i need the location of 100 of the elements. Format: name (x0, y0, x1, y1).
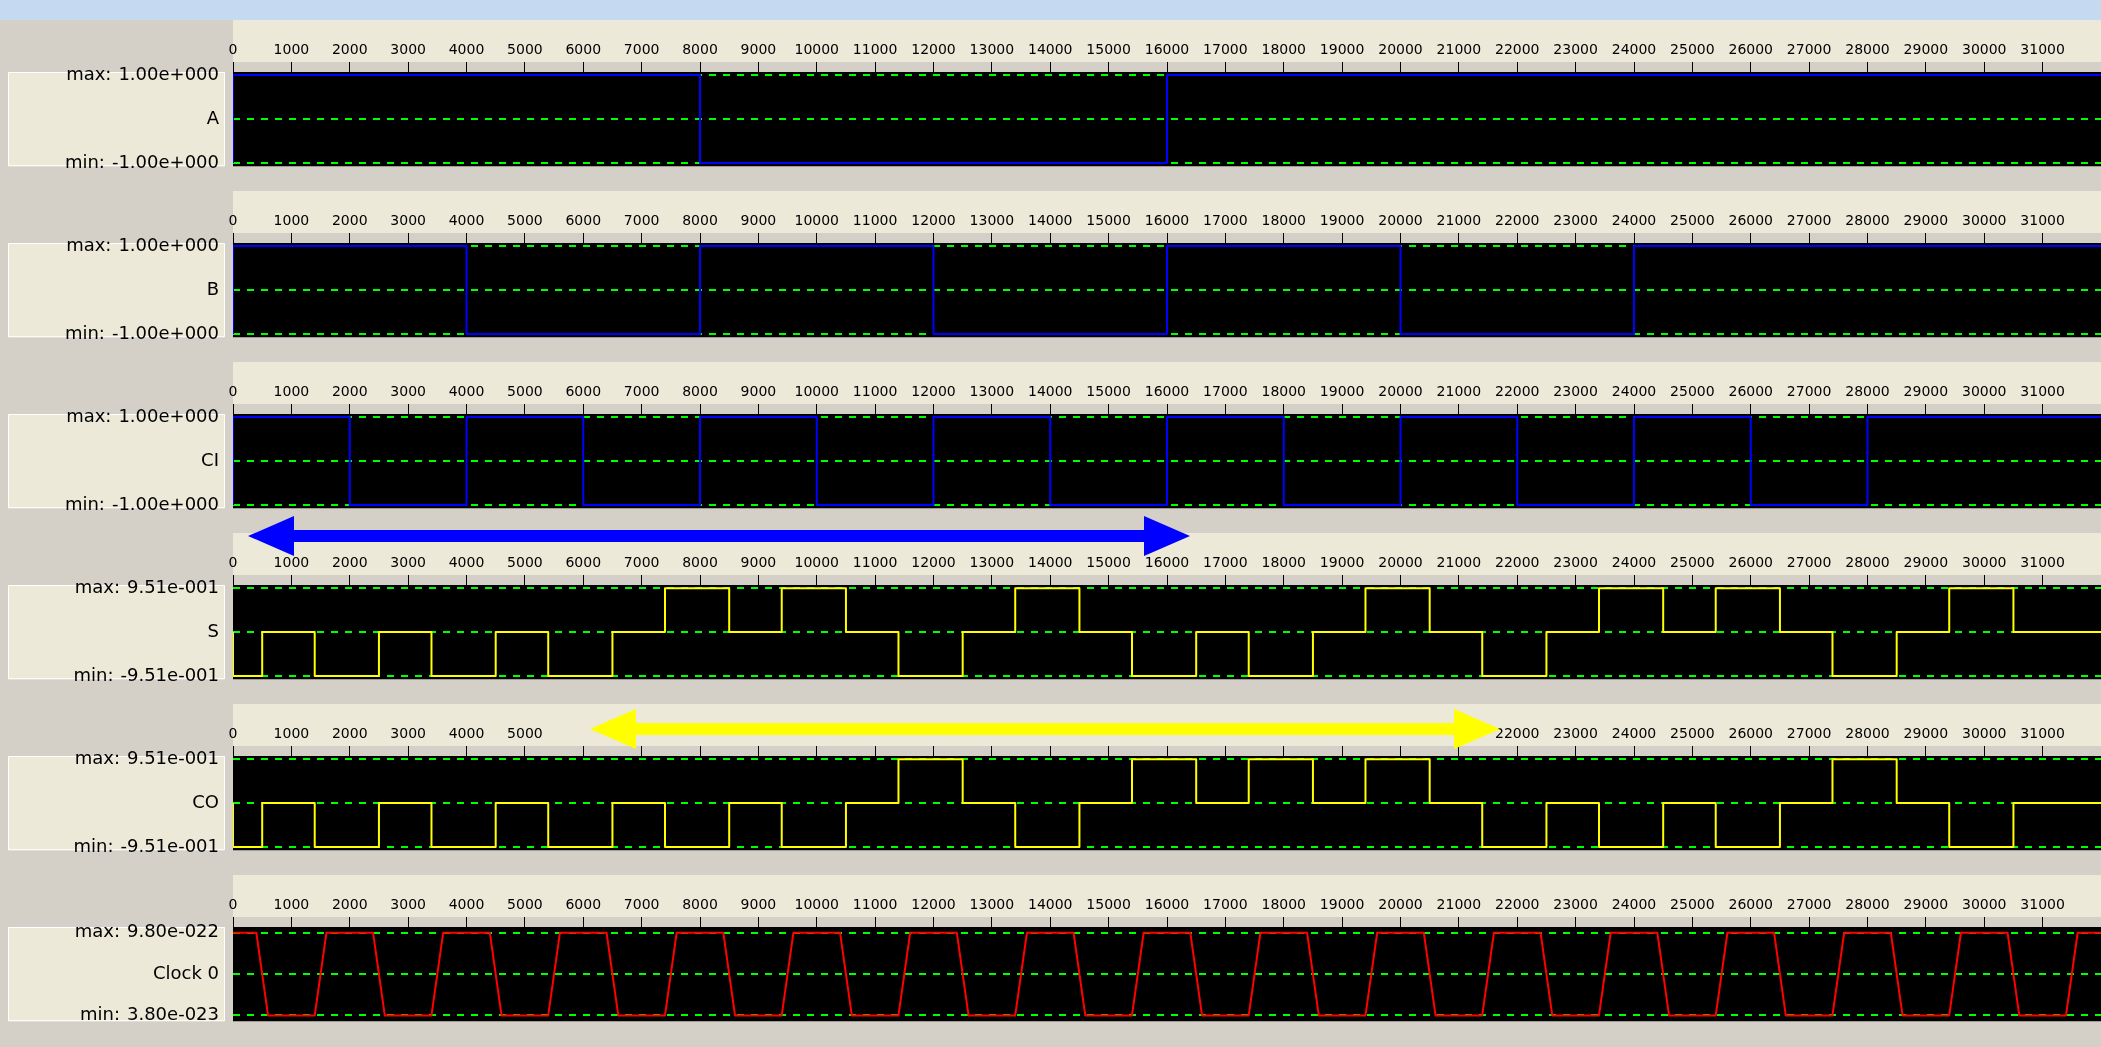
x-tick-label: 11000 (852, 896, 898, 913)
x-tick-label: 27000 (1786, 554, 1832, 571)
x-tick-label: 30000 (1961, 383, 2007, 400)
x-tick-label: 28000 (1845, 383, 1890, 400)
x-tick-label: 26000 (1728, 383, 1774, 400)
x-tick-label: 22000 (1494, 554, 1540, 571)
x-tick-label: 3000 (390, 896, 426, 913)
x-tick-label: 26000 (1728, 725, 1774, 742)
x-tick-label: 24000 (1611, 383, 1657, 400)
x-tick-label: 4000 (448, 725, 485, 742)
x-tick-label: 1000 (273, 41, 310, 58)
y-axis-title: CI (201, 448, 219, 470)
x-tick-label: 16000 (1144, 554, 1190, 571)
x-tick-label: 31000 (2020, 554, 2065, 571)
x-tick-label: 26000 (1728, 212, 1774, 229)
x-tick-label: 25000 (1670, 554, 1715, 571)
x-tick-label: 4000 (448, 896, 485, 913)
x-tick-label: 14000 (1027, 896, 1073, 913)
y-tick-label: 9.51e-001 (126, 575, 219, 597)
x-tick-label: 17000 (1203, 554, 1248, 571)
x-tick-label: 19000 (1319, 41, 1365, 58)
x-tick-label: 29000 (1903, 554, 1949, 571)
x-tick-label: 12000 (911, 41, 956, 58)
x-tick-label: 4000 (448, 383, 485, 400)
y-tick-label: 1.00e+000 (118, 233, 219, 255)
x-tick-label: 27000 (1786, 725, 1832, 742)
x-tick-label: 3000 (390, 383, 426, 400)
x-tick-label: 14000 (1027, 383, 1073, 400)
x-tick-label: 0 (228, 212, 238, 229)
x-tick-label: 28000 (1845, 725, 1890, 742)
y-tick-label: 9.51e-001 (126, 746, 219, 768)
x-tick-label: 27000 (1786, 212, 1832, 229)
x-tick-label: 14000 (1027, 554, 1073, 571)
x-tick-label: 11000 (852, 212, 898, 229)
x-tick-label: 18000 (1261, 554, 1307, 571)
x-tick-label: 9000 (740, 554, 777, 571)
x-tick-label: 1000 (273, 383, 310, 400)
x-tick-label: 5000 (507, 41, 543, 58)
y-tick-label: -1.00e+000 (111, 150, 219, 172)
x-tick-label: 9000 (740, 41, 777, 58)
text: max: (74, 575, 120, 597)
x-tick-label: 2000 (331, 554, 368, 571)
x-tick-label: 28000 (1845, 554, 1890, 571)
x-tick-label: 0 (228, 725, 238, 742)
x-tick-label: 18000 (1261, 41, 1307, 58)
x-tick-label: 31000 (2020, 212, 2065, 229)
x-tick-label: 23000 (1553, 212, 1598, 229)
x-tick-label: 10000 (794, 896, 840, 913)
x-tick-label: 2000 (331, 212, 368, 229)
x-tick-label: 5000 (507, 725, 543, 742)
text: min: (79, 1003, 120, 1025)
x-tick-label: 13000 (969, 383, 1015, 400)
x-tick-label: 16000 (1144, 212, 1190, 229)
x-tick-label: 30000 (1961, 725, 2007, 742)
x-tick-label: 20000 (1378, 212, 1423, 229)
x-tick-label: 8000 (682, 41, 718, 58)
x-tick-label: 27000 (1786, 41, 1832, 58)
x-tick-label: 29000 (1903, 896, 1949, 913)
x-tick-label: 15000 (1086, 212, 1131, 229)
x-tick-label: 22000 (1494, 41, 1540, 58)
text: max: (74, 746, 120, 768)
x-tick-label: 20000 (1378, 896, 1423, 913)
x-tick-label: 23000 (1553, 383, 1598, 400)
x-tick-label: 20000 (1378, 383, 1423, 400)
x-tick-label: 17000 (1203, 383, 1248, 400)
x-tick-label: 7000 (623, 41, 660, 58)
x-tick-label: 15000 (1086, 383, 1131, 400)
y-axis-title: CO (192, 790, 219, 812)
x-tick-label: 27000 (1786, 383, 1832, 400)
x-tick-label: 24000 (1611, 896, 1657, 913)
y-tick-label: -9.51e-001 (120, 663, 219, 685)
x-tick-label: 1000 (273, 725, 310, 742)
y-tick-label: -1.00e+000 (111, 492, 219, 514)
x-tick-label: 31000 (2020, 725, 2065, 742)
text: min: (64, 150, 105, 172)
x-tick-label: 24000 (1611, 554, 1657, 571)
x-tick-label: 21000 (1436, 554, 1482, 571)
x-tick-label: 9000 (740, 212, 777, 229)
text: min: (64, 492, 105, 514)
x-tick-label: 10000 (794, 554, 840, 571)
x-tick-label: 23000 (1553, 896, 1598, 913)
x-tick-label: 15000 (1086, 41, 1131, 58)
x-tick-label: 11000 (852, 554, 898, 571)
x-tick-label: 5000 (507, 896, 543, 913)
x-tick-label: 12000 (911, 212, 956, 229)
x-tick-label: 22000 (1494, 383, 1540, 400)
x-tick-label: 0 (228, 383, 238, 400)
x-tick-label: 30000 (1961, 41, 2007, 58)
x-tick-label: 12000 (911, 554, 956, 571)
x-tick-label: 15000 (1086, 554, 1131, 571)
x-tick-label: 14000 (1027, 212, 1073, 229)
x-tick-label: 24000 (1611, 725, 1657, 742)
x-tick-label: 31000 (2020, 383, 2065, 400)
x-tick-label: 19000 (1319, 383, 1365, 400)
text: min: (64, 321, 105, 343)
x-tick-label: 1000 (273, 212, 310, 229)
x-tick-label: 31000 (2020, 41, 2065, 58)
x-tick-label: 29000 (1903, 212, 1949, 229)
x-tick-label: 23000 (1553, 554, 1598, 571)
x-tick-label: 22000 (1494, 896, 1540, 913)
